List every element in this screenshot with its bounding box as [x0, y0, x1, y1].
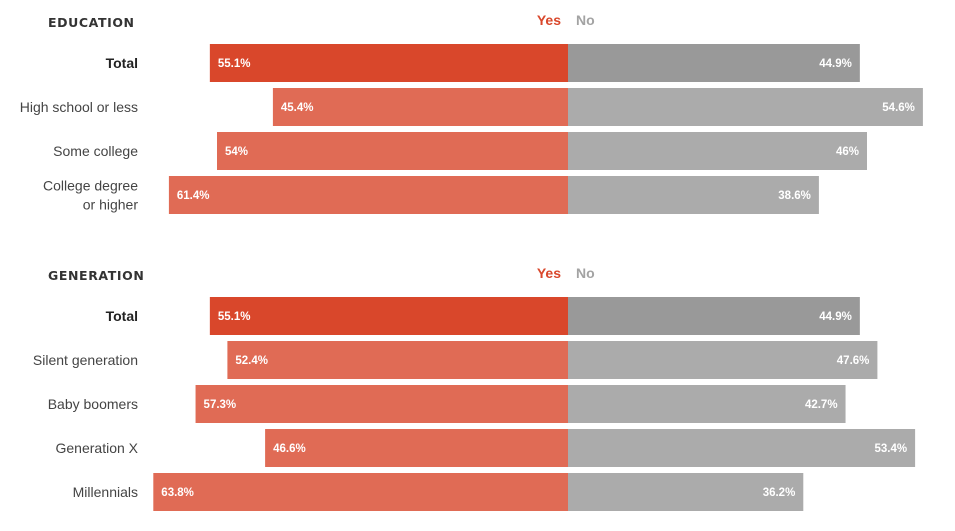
yes-bar-generation-millennials: [153, 473, 569, 511]
yes-value-generation-total: 55.1%: [218, 311, 251, 323]
yes-value-generation-silent-generation: 52.4%: [235, 355, 268, 367]
yes-value-education-high-school-or-less: 45.4%: [281, 102, 314, 114]
yes-bar-education-high-school-or-less: [272, 88, 568, 126]
yes-bar-education-some-college: [217, 132, 568, 170]
yes-value-generation-generation-x: 46.6%: [273, 443, 306, 455]
yes-value-education-some-college: 54%: [225, 146, 248, 158]
section-title-generation: GENERATION: [48, 268, 144, 283]
no-value-generation-silent-generation: 47.6%: [837, 355, 870, 367]
section-title-education: EDUCATION: [48, 15, 135, 30]
no-value-generation-generation-x: 53.4%: [874, 443, 907, 455]
no-value-education-high-school-or-less: 54.6%: [882, 102, 915, 114]
category-label-generation-baby-boomers: Baby boomers: [48, 396, 138, 412]
no-bar-generation-millennials: [568, 473, 804, 511]
legend-yes-education: Yes: [537, 12, 561, 28]
yes-value-generation-baby-boomers: 57.3%: [204, 399, 237, 411]
category-label-education-college-degree-or-higher: or higher: [83, 197, 139, 213]
yes-bar-generation-total: [209, 297, 568, 335]
category-label-generation-total: Total: [106, 308, 138, 324]
category-label-education-college-degree-or-higher: College degree: [43, 178, 138, 194]
legend-no-generation: No: [576, 265, 595, 281]
no-bar-generation-generation-x: [568, 429, 916, 467]
yes-value-education-total: 55.1%: [218, 58, 251, 70]
yes-bar-education-total: [209, 44, 568, 82]
category-label-generation-generation-x: Generation X: [56, 440, 139, 456]
yes-bar-generation-baby-boomers: [195, 385, 569, 423]
no-value-generation-millennials: 36.2%: [763, 487, 796, 499]
no-bar-generation-silent-generation: [568, 341, 878, 379]
yes-bar-education-college-degree-or-higher: [168, 176, 568, 214]
category-label-education-total: Total: [106, 55, 138, 71]
legend-yes-generation: Yes: [537, 265, 561, 281]
no-value-generation-total: 44.9%: [819, 311, 852, 323]
category-label-education-high-school-or-less: High school or less: [20, 99, 138, 115]
no-bar-generation-total: [568, 297, 860, 335]
category-label-education-some-college: Some college: [53, 143, 138, 159]
no-bar-generation-baby-boomers: [568, 385, 846, 423]
no-value-education-some-college: 46%: [836, 146, 859, 158]
category-label-generation-millennials: Millennials: [73, 484, 138, 500]
no-bar-education-some-college: [568, 132, 867, 170]
yes-value-generation-millennials: 63.8%: [161, 487, 194, 499]
no-bar-education-college-degree-or-higher: [568, 176, 819, 214]
no-value-education-college-degree-or-higher: 38.6%: [778, 190, 811, 202]
legend-no-education: No: [576, 12, 595, 28]
yes-bar-generation-silent-generation: [227, 341, 568, 379]
yes-bar-generation-generation-x: [265, 429, 568, 467]
yes-value-education-college-degree-or-higher: 61.4%: [177, 190, 210, 202]
no-bar-education-total: [568, 44, 860, 82]
category-label-generation-silent-generation: Silent generation: [33, 352, 138, 368]
no-value-education-total: 44.9%: [819, 58, 852, 70]
no-bar-education-high-school-or-less: [568, 88, 923, 126]
no-value-generation-baby-boomers: 42.7%: [805, 399, 838, 411]
